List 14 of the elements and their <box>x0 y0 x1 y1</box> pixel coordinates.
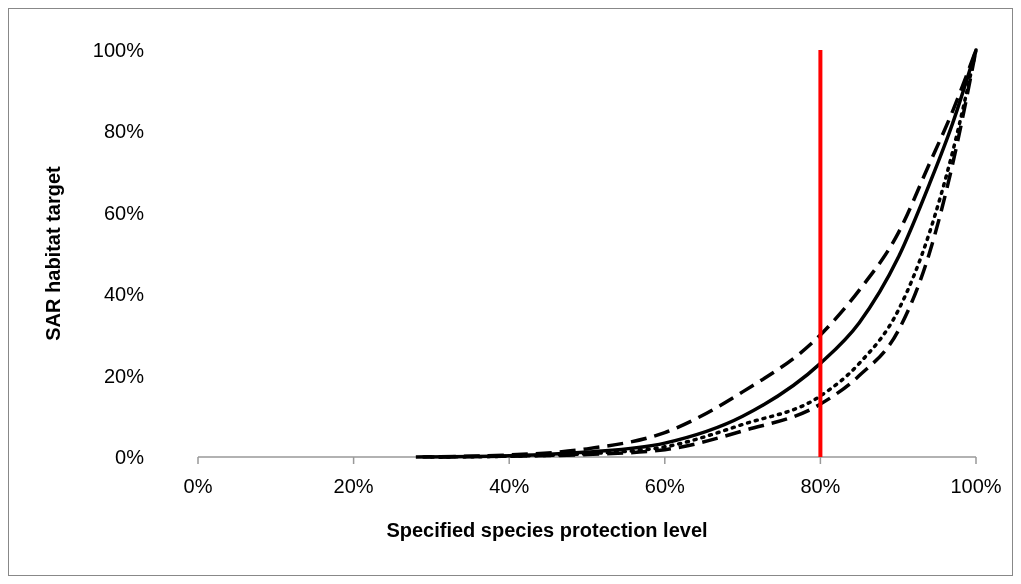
y-tick-label: 0% <box>115 446 145 468</box>
y-axis-title: SAR habitat target <box>42 165 64 341</box>
x-tick-label: 0% <box>183 475 213 497</box>
y-tick-label: 80% <box>103 120 145 143</box>
x-tick-label: 60% <box>644 475 686 497</box>
y-tick-label: 100% <box>92 39 145 61</box>
x-axis-title: Specified species protection level <box>386 519 708 541</box>
x-tick-label: 20% <box>333 475 374 497</box>
x-tick-label: 80% <box>800 475 841 497</box>
x-tick-label: 40% <box>489 475 530 497</box>
y-tick-label: 40% <box>103 283 145 306</box>
x-tick-label: 100% <box>950 475 1002 497</box>
y-tick-label: 20% <box>103 364 145 387</box>
y-tick-label: 60% <box>103 201 145 224</box>
